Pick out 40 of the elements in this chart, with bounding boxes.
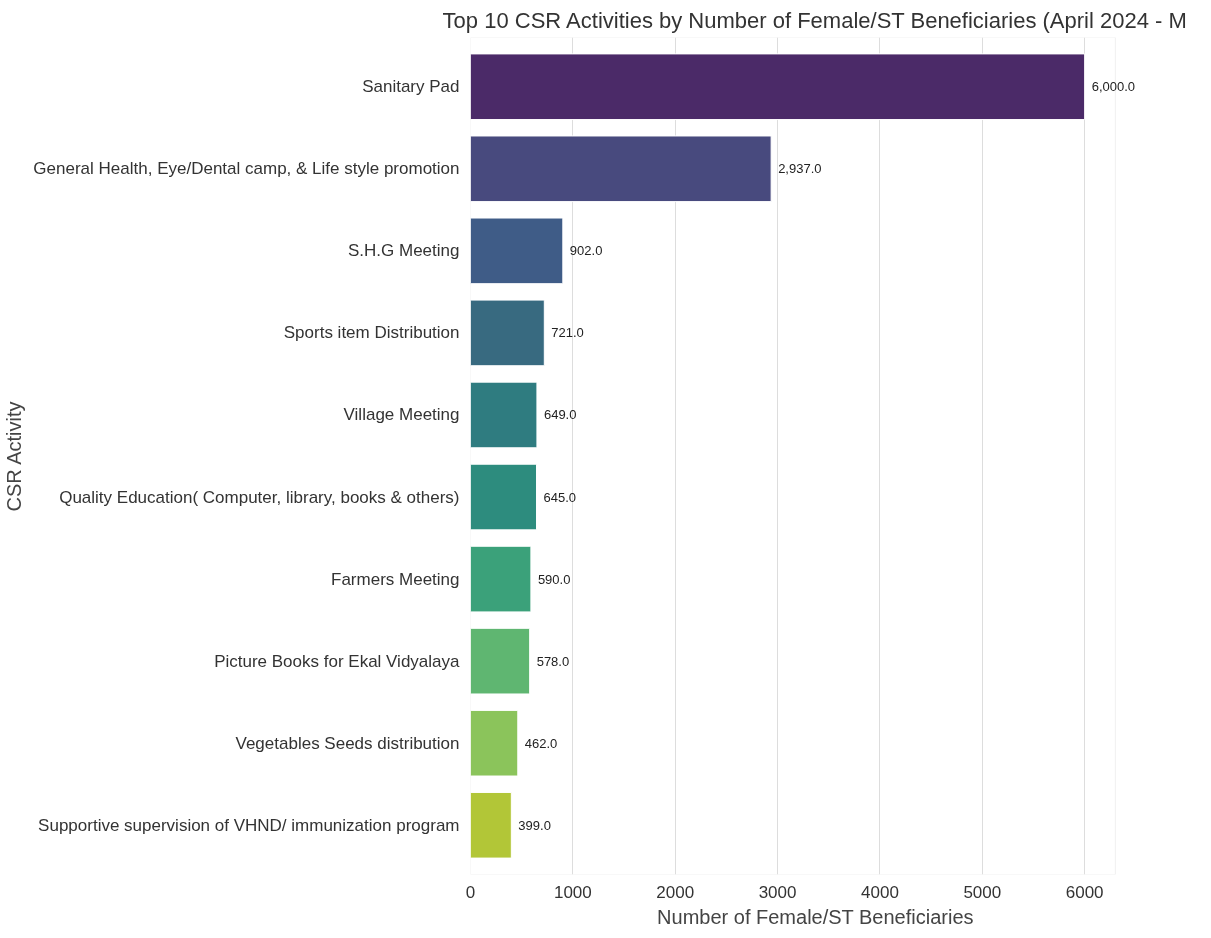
y-tick-label: General Health, Eye/Dental camp, & Life style promotion [33,159,460,179]
bar [470,299,545,367]
x-tick-label: 3000 [758,882,797,902]
y-tick-label: Farmers Meeting [331,569,460,589]
x-axis-title: Number of Female/ST Beneficiaries [657,905,974,928]
y-tick-label: Sanitary Pad [362,77,460,97]
bar [470,791,512,859]
x-tick-label: 1000 [553,882,592,902]
y-tick-label: Vegetables Seeds distribution [235,733,460,753]
bar [470,545,532,613]
data-label: 721.0 [551,325,584,341]
data-label: 399.0 [518,817,551,833]
bar [470,135,772,203]
y-tick-label: Quality Education( Computer, library, books & others) [59,487,460,507]
x-tick-label: 5000 [963,882,1002,902]
bar [470,709,519,777]
bar [470,463,538,531]
bar [470,53,1086,121]
x-tick-label: 0 [465,882,476,902]
data-label: 902.0 [569,243,603,259]
x-tick-label: 4000 [861,882,899,902]
x-tick-label: 6000 [1065,882,1104,902]
y-tick-label: S.H.G Meeting [348,241,460,261]
data-label: 2,937.0 [778,161,822,177]
bar [470,381,538,449]
data-label: 578.0 [536,653,570,669]
x-tick-label: 2000 [656,882,695,902]
data-label: 590.0 [537,571,571,587]
y-tick-label: Supportive supervision of VHND/ immunization program [38,815,460,835]
chart-title: Top 10 CSR Activities by Number of Female/ST Beneficiaries (April 2024 - M [442,7,1187,33]
data-label: 6,000.0 [1091,79,1136,95]
y-axis-title: CSR Activity [3,401,26,512]
data-label: 462.0 [524,735,558,751]
bar [470,627,531,695]
y-tick-label: Sports item Distribution [283,323,460,343]
bar [470,217,564,285]
y-tick-label: Village Meeting [343,405,460,425]
y-tick-label: Picture Books for Ekal Vidyalaya [214,651,461,671]
data-label: 645.0 [543,489,577,505]
data-label: 649.0 [543,407,577,423]
